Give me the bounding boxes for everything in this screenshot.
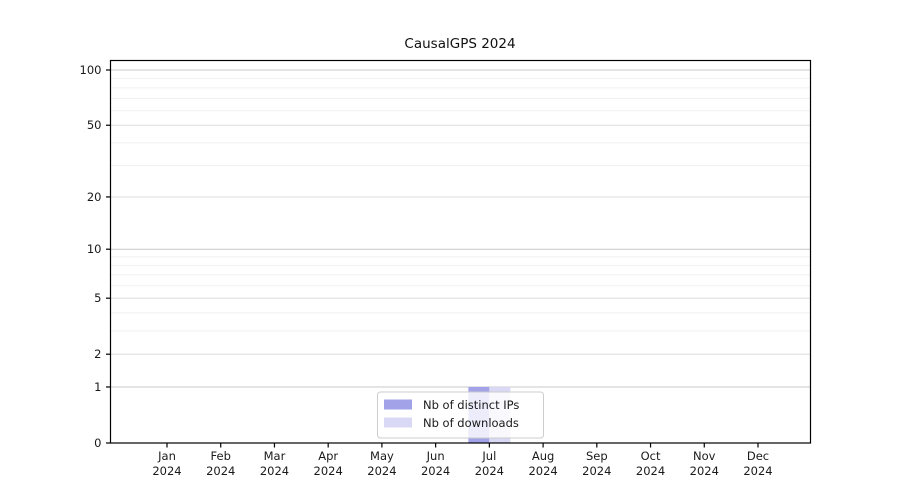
x-tick-label: Jan 2024: [152, 449, 181, 478]
x-tick-label: Sep 2024: [582, 449, 611, 478]
y-tick-label: 5: [94, 291, 101, 305]
x-tick-label: Apr 2024: [314, 449, 343, 478]
legend-swatch: [384, 417, 412, 428]
x-tick-label: Nov 2024: [690, 449, 719, 478]
x-tick-label: Feb 2024: [206, 449, 235, 478]
plot-border: [109, 59, 812, 444]
chart-title: CausalGPS 2024: [404, 36, 516, 52]
x-tick-label: Jun 2024: [421, 449, 450, 478]
legend-label: Nb of distinct IPs: [423, 398, 519, 412]
legend-box: [377, 391, 544, 439]
y-tick-label: 1: [94, 380, 101, 394]
y-tick-label: 10: [87, 242, 102, 256]
x-tick-label: Jul 2024: [475, 449, 504, 478]
x-tick-label: Dec 2024: [743, 449, 772, 478]
y-tick-label: 50: [87, 118, 102, 132]
y-tick-label: 20: [87, 190, 102, 204]
x-tick-label: May 2024: [367, 449, 396, 478]
y-tick-label: 2: [94, 347, 101, 361]
x-tick-label: Aug 2024: [528, 449, 557, 478]
x-tick-label: Mar 2024: [260, 449, 289, 478]
legend-swatch: [384, 399, 412, 410]
y-tick-label: 0: [94, 436, 101, 450]
x-tick-label: Oct 2024: [636, 449, 665, 478]
legend-label: Nb of downloads: [423, 416, 519, 430]
y-tick-label: 100: [80, 63, 102, 77]
